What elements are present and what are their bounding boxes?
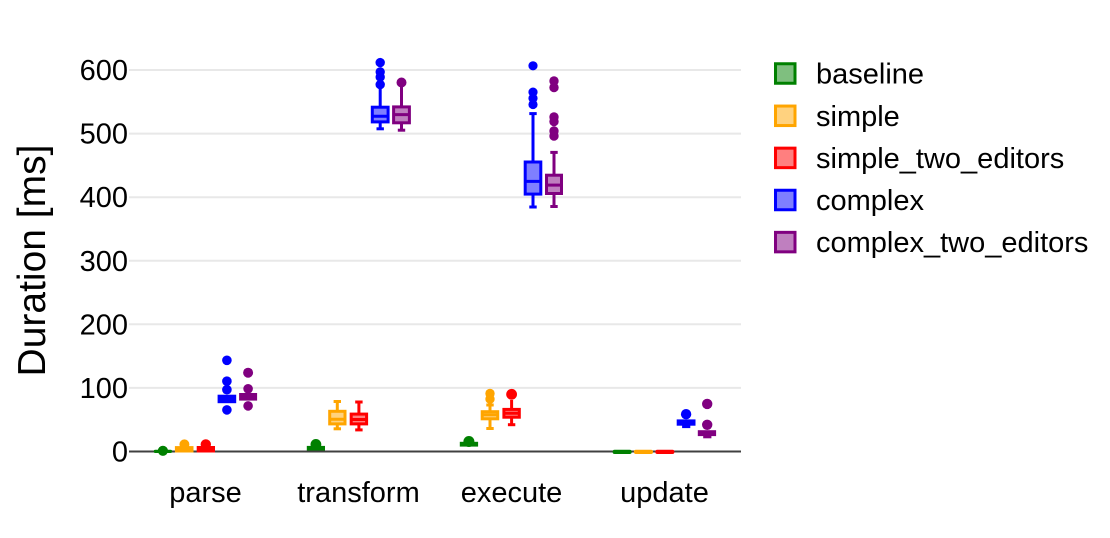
svg-text:parse: parse (169, 477, 242, 509)
svg-text:500: 500 (80, 119, 128, 151)
svg-text:update: update (620, 477, 709, 509)
svg-text:0: 0 (112, 437, 128, 469)
svg-text:400: 400 (80, 182, 128, 214)
svg-text:100: 100 (80, 373, 128, 405)
svg-text:Duration [ms]: Duration [ms] (11, 145, 54, 377)
svg-text:200: 200 (80, 309, 128, 341)
svg-text:simple: simple (816, 101, 900, 133)
svg-text:complex_two_editors: complex_two_editors (816, 227, 1088, 259)
svg-text:complex: complex (816, 185, 924, 217)
svg-text:baseline: baseline (816, 59, 924, 91)
svg-text:600: 600 (80, 55, 128, 87)
svg-text:execute: execute (461, 477, 563, 509)
svg-text:transform: transform (297, 477, 419, 509)
svg-text:simple_two_editors: simple_two_editors (816, 143, 1064, 175)
svg-text:300: 300 (80, 246, 128, 278)
